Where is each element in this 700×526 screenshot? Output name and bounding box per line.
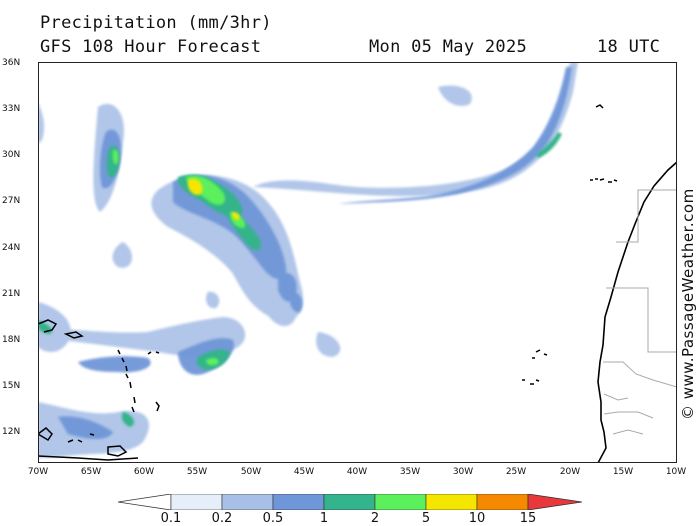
legend-swatch: [221, 494, 274, 510]
lat-label: 12N: [2, 427, 21, 437]
border-western-sahara: [616, 189, 677, 243]
legend-label: 0.5: [262, 511, 284, 526]
lat-label: 33N: [2, 104, 21, 114]
legend-label: 2: [370, 511, 380, 526]
map-subtitle: GFS 108 Hour Forecast: [40, 37, 262, 57]
guadeloupe-island: [147, 351, 160, 355]
lesser-antilles: [117, 349, 136, 413]
legend-swatch: [476, 494, 529, 510]
lon-label: 10W: [665, 467, 687, 477]
south-america-coast: [38, 455, 139, 461]
lon-label: 30W: [452, 467, 474, 477]
border-mauritania: [606, 287, 677, 353]
caribbean-islands: [38, 319, 160, 461]
legend-swatch-highest: [527, 494, 582, 510]
legend-label: 1: [319, 511, 329, 526]
lon-label: 65W: [80, 467, 102, 477]
border-senegal: [603, 361, 677, 388]
legend-swatch: [323, 494, 376, 510]
legend-swatch: [374, 494, 427, 510]
trinidad-island: [107, 445, 128, 457]
lon-label: 40W: [346, 467, 368, 477]
africa-coastline: [597, 160, 677, 463]
lat-label: 36N: [2, 58, 21, 68]
lat-label: 27N: [2, 196, 21, 206]
eastern-islands: [522, 104, 618, 385]
legend-swatch: [425, 494, 478, 510]
lon-label: 45W: [293, 467, 315, 477]
canary-islands: [590, 178, 618, 183]
lat-label: 21N: [2, 289, 21, 299]
lon-label: 35W: [399, 467, 421, 477]
lon-label: 60W: [133, 467, 155, 477]
legend-label: 0.2: [211, 511, 233, 526]
forecast-date: Mon 05 May 2025: [369, 37, 528, 57]
virgin-islands: [63, 331, 84, 339]
precip-legend-bar: [118, 494, 582, 510]
legend-label: 0.1: [160, 511, 182, 526]
legend-label: 15: [519, 511, 537, 526]
lon-label: 70W: [27, 467, 49, 477]
lat-label: 30N: [2, 150, 21, 160]
barbados-island: [155, 401, 160, 412]
legend-label: 5: [421, 511, 431, 526]
lat-label: 15N: [2, 381, 21, 391]
lat-label: 18N: [2, 335, 21, 345]
curacao-island: [38, 427, 53, 442]
border-guinea: [612, 429, 644, 435]
precip-intense: [188, 178, 240, 220]
puerto-rico-island: [38, 319, 58, 333]
border-guinea-bissau: [603, 411, 654, 419]
lon-label: 15W: [612, 467, 634, 477]
lon-label: 20W: [559, 467, 581, 477]
legend-swatch-lowest: [118, 494, 172, 510]
legend-swatch: [272, 494, 325, 510]
cape-verde-islands: [522, 349, 548, 385]
madeira-island: [595, 104, 604, 109]
legend-swatch: [170, 494, 223, 510]
site-credit: © www.PassageWeather.com: [679, 188, 697, 420]
map-frame: [38, 62, 677, 463]
lon-label: 25W: [505, 467, 527, 477]
ocean-background: [38, 62, 677, 463]
lon-label: 50W: [240, 467, 262, 477]
precipitation-map: [38, 62, 677, 463]
legend-label: 10: [468, 511, 486, 526]
border-gambia: [603, 393, 629, 401]
map-title: Precipitation (mm/3hr): [40, 13, 272, 33]
aruba-islands: [67, 433, 95, 443]
forecast-time: 18 UTC: [597, 37, 661, 57]
lat-label: 24N: [2, 243, 21, 253]
lon-label: 55W: [186, 467, 208, 477]
africa-landmass: [597, 160, 677, 463]
